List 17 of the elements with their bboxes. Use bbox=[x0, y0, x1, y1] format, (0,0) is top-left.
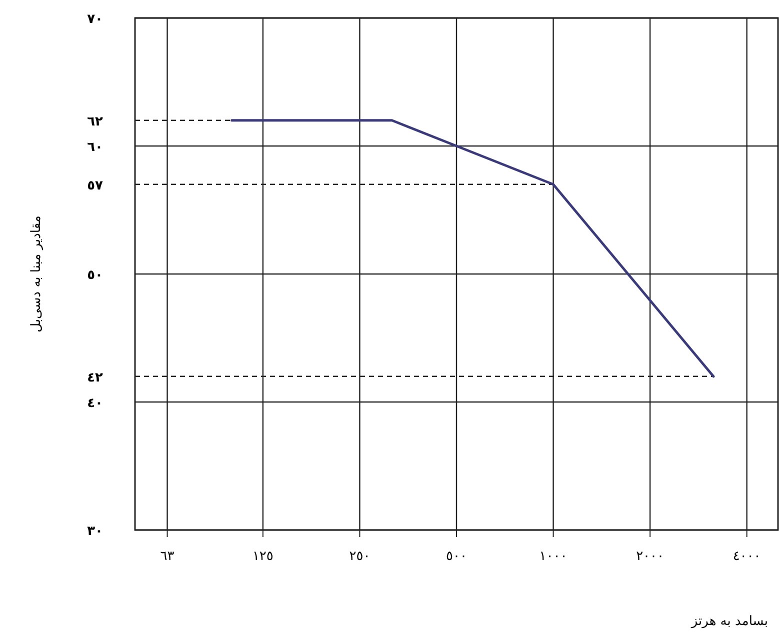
y-tick-label: ٤٠ bbox=[87, 396, 103, 411]
y-tick-label: ٣٠ bbox=[87, 524, 103, 539]
x-tick-label: ٥٠٠ bbox=[446, 549, 467, 564]
ref-line-label: ٤٢ bbox=[87, 370, 103, 386]
y-axis-title: مقادیر مبنا به دسی‌بل bbox=[29, 216, 44, 332]
ref-line-label: ٦٢ bbox=[87, 114, 103, 130]
x-tick-label: ١٢٥ bbox=[252, 549, 274, 564]
x-axis-title: بسامد به هرتز bbox=[690, 614, 768, 629]
y-tick-label: ٥٠ bbox=[87, 268, 103, 283]
ref-line-label: ٥٧ bbox=[87, 178, 103, 194]
x-tick-label: ٤٠٠٠ bbox=[732, 549, 761, 564]
x-tick-label: ١٠٠٠ bbox=[539, 549, 568, 564]
y-tick-label: ٦٠ bbox=[87, 140, 103, 155]
y-tick-label: ٧٠ bbox=[87, 12, 103, 27]
x-tick-label: ٦٣ bbox=[160, 549, 174, 564]
x-tick-label: ٢٥٠ bbox=[349, 549, 370, 564]
x-tick-label: ٢٠٠٠ bbox=[636, 549, 664, 564]
